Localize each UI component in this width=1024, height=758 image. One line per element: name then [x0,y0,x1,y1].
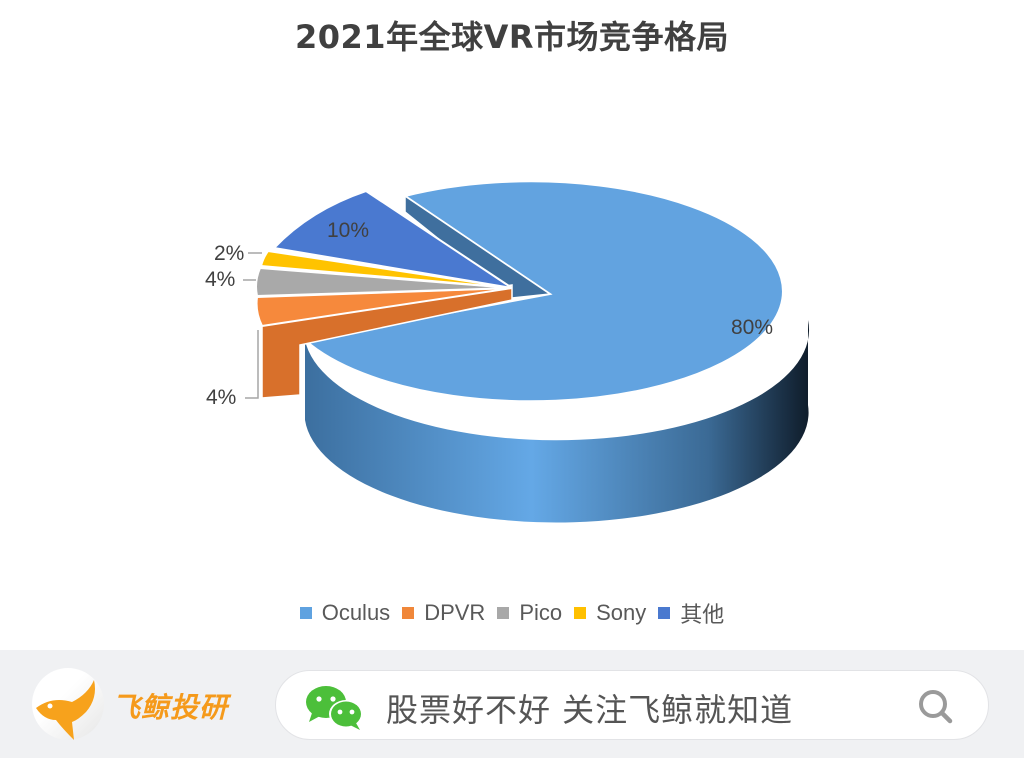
brand-logo-icon [32,668,104,740]
legend-item-pico: Pico [497,600,562,626]
brand-name: 飞鲸投研 [112,691,229,724]
legend-label: Pico [519,600,563,625]
legend-swatch [299,607,312,619]
label-oculus: 80% [731,316,774,339]
label-pico: 4% [205,268,236,291]
chart-legend: Oculus DPVR Pico Sony 其他 [0,597,1024,629]
legend-swatch [658,607,671,619]
legend-item-other: 其他 [658,597,724,629]
legend-label: Oculus [321,600,391,625]
label-sony: 2% [214,242,245,265]
search-icon[interactable] [916,687,956,731]
legend-item-oculus: Oculus [299,600,391,626]
legend-label: Sony [596,600,647,625]
legend-label: DPVR [424,600,486,625]
legend-item-dpvr: DPVR [402,600,485,626]
label-dpvr: 4% [206,386,237,409]
legend-swatch [402,607,415,619]
slice-dpvr [255,287,513,328]
search-text: 股票好不好 关注飞鲸就知道 [386,691,794,729]
label-other: 10% [327,219,370,242]
legend-swatch [574,607,587,619]
slice-oculus [302,180,784,403]
slice-other [271,189,513,289]
slice-sony [259,249,513,289]
chart-title: 2021年全球VR市场竞争格局 [295,18,729,56]
legend-item-sony: Sony [574,600,646,626]
legend-label: 其他 [680,602,725,627]
slice-oculus-side [305,320,810,523]
search-bar[interactable]: 股票好不好 关注飞鲸就知道 [275,670,989,740]
legend-swatch [497,607,510,619]
slice-pico [255,266,513,298]
pie-chart [243,180,810,523]
wechat-icon [304,685,366,735]
